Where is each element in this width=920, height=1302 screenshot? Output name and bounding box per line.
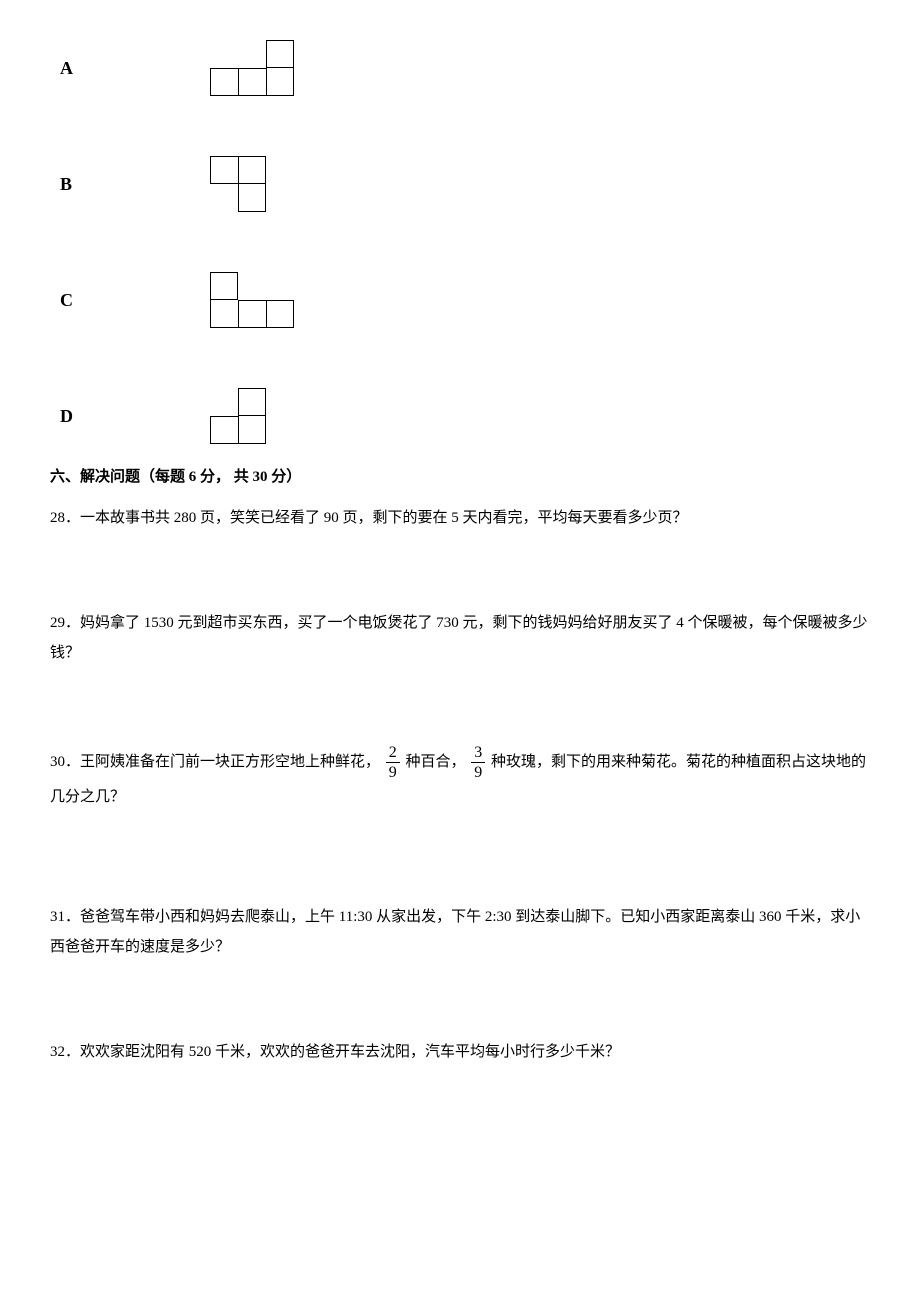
option-b-label: B — [60, 168, 210, 200]
q30-frac1-den: 9 — [386, 763, 400, 782]
option-b-row: B — [60, 156, 870, 212]
q30-frac1-num: 2 — [386, 743, 400, 763]
option-a-shape — [210, 40, 294, 96]
option-d-row: D — [60, 388, 870, 444]
q30-frac2-num: 3 — [471, 743, 485, 763]
option-a-row: A — [60, 40, 870, 96]
option-d-label: D — [60, 400, 210, 432]
option-a-label: A — [60, 52, 210, 84]
q30-frac2-den: 9 — [471, 763, 485, 782]
q30-text-pre: 30．王阿姨准备在门前一块正方形空地上种鲜花， — [50, 754, 380, 770]
question-29: 29．妈妈拿了 1530 元到超市买东西，买了一个电饭煲花了 730 元，剩下的… — [50, 608, 870, 668]
q30-text-mid1: 种百合， — [406, 754, 466, 770]
question-28: 28．一本故事书共 280 页，笑笑已经看了 90 页，剩下的要在 5 天内看完… — [50, 503, 870, 533]
section-header: 六、解决问题（每题 6 分， 共 30 分） — [50, 464, 870, 491]
option-c-label: C — [60, 284, 210, 316]
q30-fraction-1: 2 9 — [386, 743, 400, 782]
option-c-shape — [210, 272, 294, 328]
question-31: 31．爸爸驾车带小西和妈妈去爬泰山，上午 11:30 从家出发，下午 2:30 … — [50, 902, 870, 962]
option-c-row: C — [60, 272, 870, 328]
question-30: 30．王阿姨准备在门前一块正方形空地上种鲜花， 2 9 种百合， 3 9 种玫瑰… — [50, 743, 870, 812]
option-d-shape — [210, 388, 266, 444]
question-32: 32．欢欢家距沈阳有 520 千米，欢欢的爸爸开车去沈阳，汽车平均每小时行多少千… — [50, 1037, 870, 1067]
q30-fraction-2: 3 9 — [471, 743, 485, 782]
option-b-shape — [210, 156, 266, 212]
